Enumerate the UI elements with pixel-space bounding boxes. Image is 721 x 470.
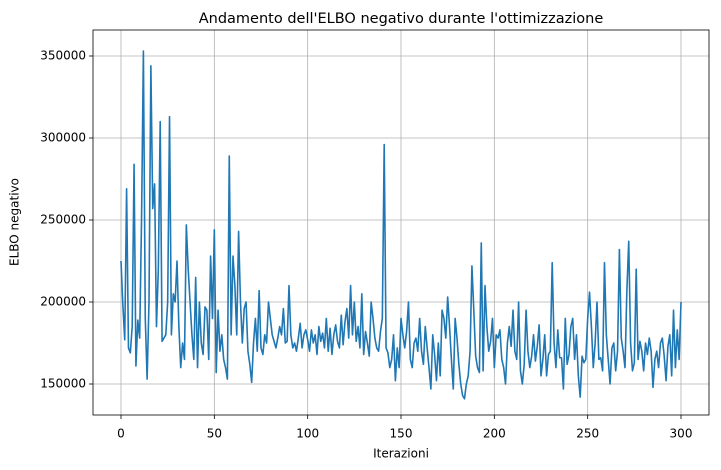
plot-frame (92, 29, 710, 416)
y-axis-label: ELBO negativo (8, 178, 22, 266)
y-tick-label: 250000 (40, 212, 86, 226)
x-axis-label: Iterazioni (373, 447, 429, 461)
y-tick-label: 150000 (40, 377, 86, 391)
x-tick-label: 150 (390, 427, 413, 441)
y-tick-label: 350000 (40, 48, 86, 62)
x-tick-label: 200 (483, 427, 506, 441)
x-tick-label: 0 (117, 427, 125, 441)
x-tick-label: 300 (670, 427, 693, 441)
x-tick-label: 100 (296, 427, 319, 441)
x-tick-label: 250 (576, 427, 599, 441)
chart-title: Andamento dell'ELBO negativo durante l'o… (199, 11, 604, 27)
data-line (120, 50, 682, 400)
y-tick-label: 200000 (40, 295, 86, 309)
y-tick-label: 300000 (40, 130, 86, 144)
x-tick-label: 50 (207, 427, 222, 441)
